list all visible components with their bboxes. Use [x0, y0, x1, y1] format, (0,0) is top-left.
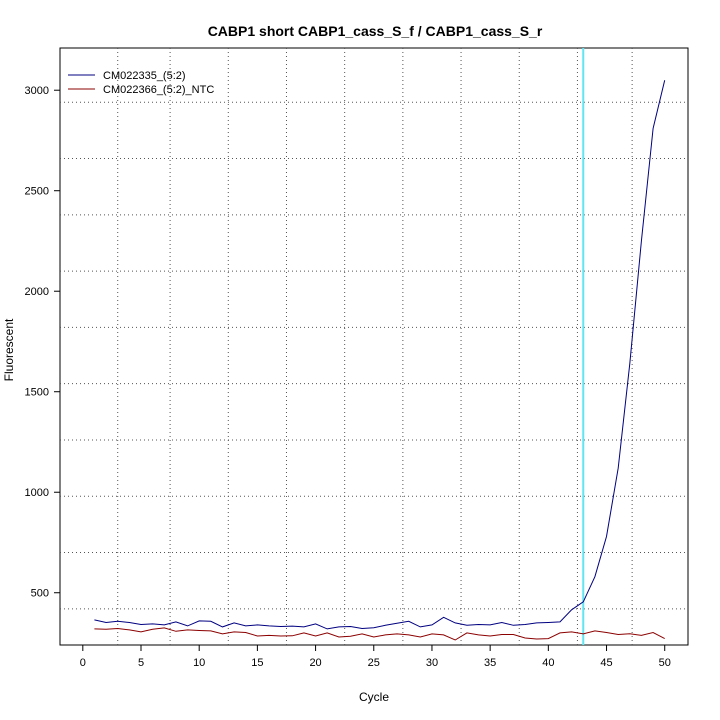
legend-label: CM022366_(5:2)_NTC	[103, 84, 214, 96]
x-axis: 0 5 10 15 20 25 30 35 40 45 50	[80, 645, 671, 669]
plot-frame	[59, 47, 689, 646]
x-tick-label: 45	[600, 657, 612, 669]
legend: CM022335_(5:2) CM022366_(5:2)_NTC	[68, 70, 214, 96]
x-tick-label: 15	[251, 657, 263, 669]
y-tick-label: 3000	[25, 85, 49, 97]
x-tick-label: 50	[659, 657, 671, 669]
x-tick-label: 30	[426, 657, 438, 669]
y-tick-label: 1500	[25, 387, 49, 399]
series-lines	[94, 80, 666, 641]
grid	[60, 48, 688, 645]
x-tick-label: 35	[484, 657, 496, 669]
chart-title: CABP1 short CABP1_cass_S_f / CABP1_cass_…	[208, 23, 543, 39]
y-axis-label: Fluorescent	[2, 318, 16, 381]
x-tick-label: 25	[368, 657, 380, 669]
x-tick-label: 5	[138, 657, 144, 669]
series-line-2	[94, 627, 665, 641]
x-tick-label: 10	[193, 657, 205, 669]
y-tick-label: 2000	[25, 286, 49, 298]
x-axis-label: Cycle	[359, 690, 389, 704]
y-tick-label: 1000	[25, 487, 49, 499]
x-tick-label: 0	[80, 657, 86, 669]
x-tick-label: 20	[309, 657, 321, 669]
y-tick-label: 2500	[25, 186, 49, 198]
series-line-1	[94, 80, 666, 630]
y-axis: 500 1000 1500 2000 2500 3000	[25, 85, 60, 600]
legend-label: CM022335_(5:2)	[103, 70, 186, 82]
x-tick-label: 40	[542, 657, 554, 669]
y-tick-label: 500	[31, 588, 49, 600]
